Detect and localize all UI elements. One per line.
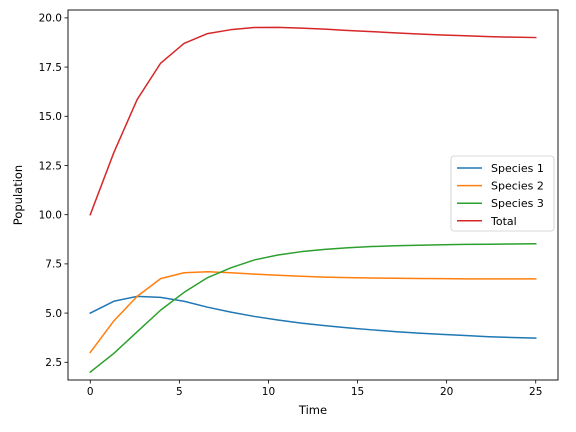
y-axis-label: Population <box>11 165 25 225</box>
plot-frame <box>67 9 559 381</box>
y-tick-label: 15.0 <box>39 111 62 123</box>
y-tick-label: 10.0 <box>39 209 62 221</box>
y-tick-label: 12.5 <box>39 160 62 172</box>
legend-label: Species 3 <box>491 197 544 210</box>
y-axis: 2.5 5.0 7.5 10.0 12.5 15.0 17.5 20.0 <box>39 13 68 369</box>
x-tick-label: 15 <box>351 386 364 398</box>
legend-label: Species 1 <box>491 162 544 175</box>
x-tick-label: 10 <box>262 386 275 398</box>
series-lines <box>89 26 537 374</box>
x-axis-label: Time <box>298 403 327 417</box>
x-tick-label: 0 <box>87 386 94 398</box>
y-tick-label: 7.5 <box>45 259 62 271</box>
legend-label: Species 2 <box>491 180 544 193</box>
x-axis: 0 5 10 15 20 25 <box>87 380 542 398</box>
legend: Species 1 Species 2 Species 3 Total <box>450 155 555 232</box>
x-tick-label: 5 <box>176 386 183 398</box>
legend-label: Total <box>490 215 517 228</box>
legend-box <box>450 155 555 232</box>
y-tick-label: 20.0 <box>39 13 62 25</box>
series-line-2 <box>89 271 537 354</box>
x-tick-label: 25 <box>529 386 542 398</box>
y-tick-label: 17.5 <box>39 62 62 74</box>
y-tick-label: 5.0 <box>45 308 62 320</box>
x-tick-label: 20 <box>440 386 453 398</box>
series-line-4 <box>89 26 537 216</box>
series-line-1 <box>89 295 537 339</box>
series-line-3 <box>89 243 537 374</box>
y-tick-label: 2.5 <box>45 357 62 369</box>
